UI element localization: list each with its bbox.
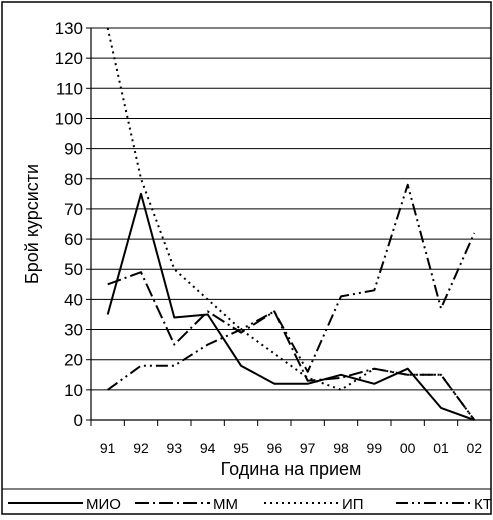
y-tick-label-30: 30: [64, 321, 83, 340]
y-axis-title: Брой курсисти: [22, 164, 42, 284]
x-tick-label-96: 96: [267, 440, 283, 456]
series-line-3: [107, 183, 476, 391]
x-axis-title: Година на прием: [221, 459, 362, 479]
y-tick-label-50: 50: [64, 260, 83, 279]
y-tick-label-110: 110: [56, 79, 83, 98]
y-tick-label-120: 120: [55, 49, 83, 68]
x-tick-label-93: 93: [167, 440, 183, 456]
x-tick-label-01: 01: [433, 440, 449, 456]
x-tick-label-02: 02: [467, 440, 483, 456]
y-tick-label-90: 90: [64, 140, 83, 159]
x-tick-label-95: 95: [233, 440, 249, 456]
legend-label-1: ММ: [213, 496, 238, 513]
legend-label-0: МИО: [86, 496, 121, 513]
series-line-1: [107, 271, 476, 421]
series-lines: [106, 27, 476, 421]
x-tick-label-91: 91: [100, 440, 116, 456]
y-tick-label-40: 40: [64, 290, 83, 309]
y-tick-label-60: 60: [64, 230, 83, 249]
x-tick-label-94: 94: [200, 440, 216, 456]
x-tick-label-92: 92: [133, 440, 149, 456]
x-tick-label-99: 99: [367, 440, 383, 456]
y-tick-label-130: 130: [55, 19, 83, 38]
y-tick-label-80: 80: [64, 170, 83, 189]
y-tick-label-0: 0: [74, 411, 83, 430]
y-tick-label-100: 100: [55, 109, 83, 128]
y-tick-label-20: 20: [64, 351, 83, 370]
legend-label-2: ИП: [342, 496, 364, 513]
series-line-2: [106, 27, 476, 421]
series-line-0: [106, 192, 475, 421]
y-tick-label-70: 70: [64, 200, 83, 219]
x-tick-label-97: 97: [300, 440, 316, 456]
y-tick-label-10: 10: [64, 381, 83, 400]
x-tick-label-00: 00: [400, 440, 416, 456]
legend: МИО ММ ИП КТ: [8, 496, 492, 513]
grid: [91, 27, 491, 391]
legend-label-3: КТ: [474, 496, 492, 513]
x-tick-label-98: 98: [333, 440, 349, 456]
